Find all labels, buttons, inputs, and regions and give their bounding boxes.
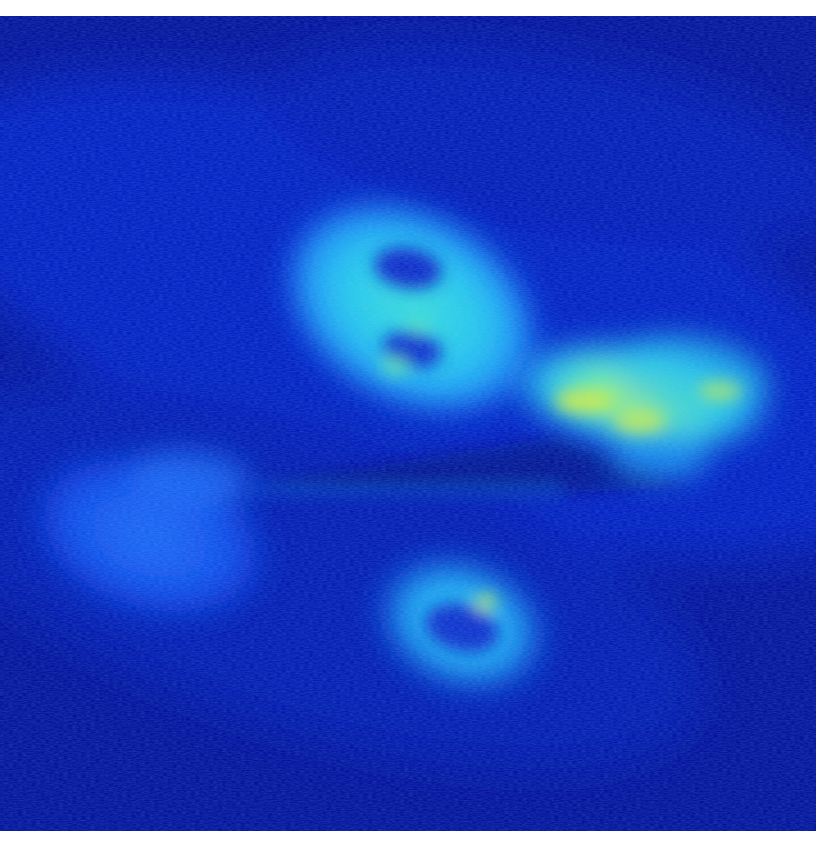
- false-color-image: [0, 16, 816, 831]
- intensity-map: [0, 16, 816, 831]
- texture-grain: [0, 16, 816, 831]
